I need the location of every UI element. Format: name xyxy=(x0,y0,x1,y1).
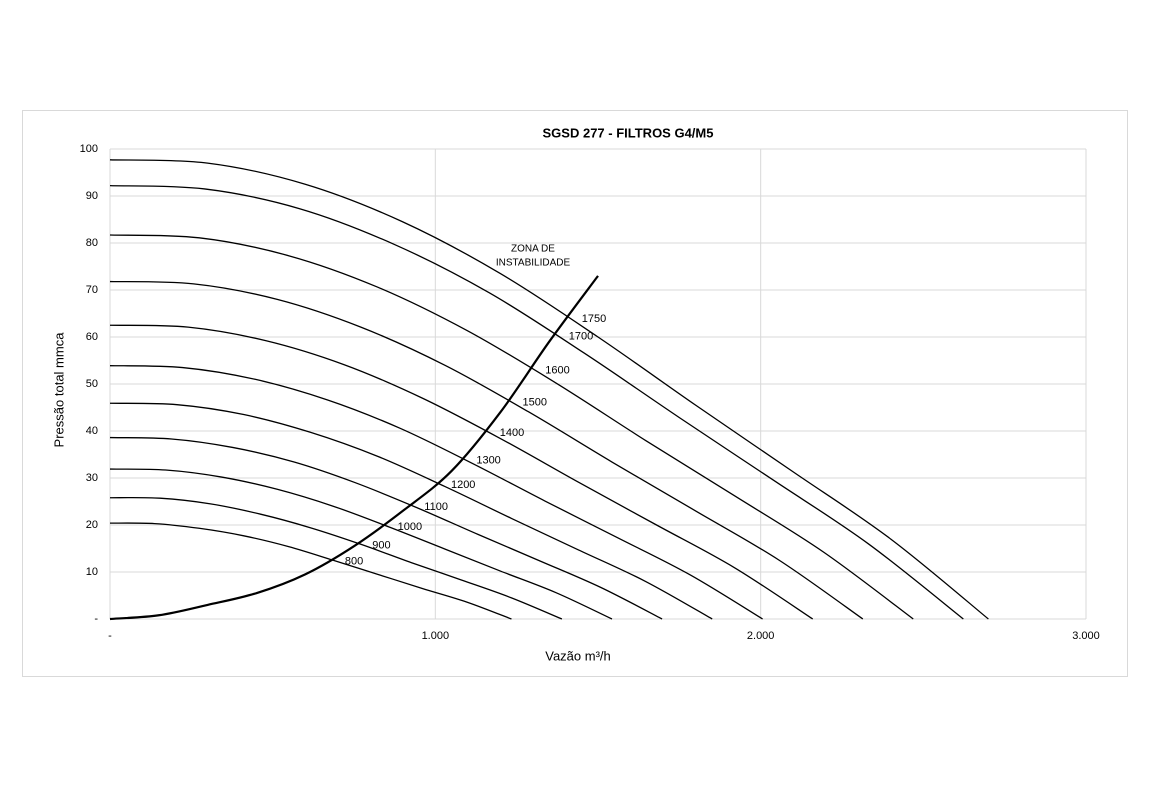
curve-label: 1500 xyxy=(523,397,547,409)
fan-curve xyxy=(109,280,864,620)
curve-label: 800 xyxy=(345,555,363,567)
fan-curve xyxy=(109,522,512,620)
fan-curve xyxy=(109,365,763,620)
y-tick-label: 50 xyxy=(86,378,98,390)
y-tick-label: 100 xyxy=(80,143,98,155)
fan-curve xyxy=(109,468,613,620)
instability-curve xyxy=(109,275,599,621)
fan-curve xyxy=(109,234,914,620)
annotation: INSTABILIDADE xyxy=(496,258,571,269)
y-axis-label: Pressão total mmca xyxy=(51,332,66,448)
x-axis-label: Vazão m³/h xyxy=(545,648,611,663)
x-tick-label: 2.000 xyxy=(747,630,775,642)
y-tick-label: 80 xyxy=(86,237,98,249)
curve-label: 1700 xyxy=(569,330,593,342)
x-tick-label: - xyxy=(108,630,112,642)
curve-label: 1600 xyxy=(545,364,569,376)
y-tick-label: 60 xyxy=(86,331,98,343)
y-tick-label: 30 xyxy=(86,472,98,484)
y-tick-label: 20 xyxy=(86,519,98,531)
curve-label: 1100 xyxy=(424,501,448,513)
y-tick-label: 40 xyxy=(86,425,98,437)
annotation: ZONA DE xyxy=(511,244,555,255)
curve-label: 1300 xyxy=(476,454,500,466)
x-tick-label: 1.000 xyxy=(422,630,450,642)
curve-label: 1400 xyxy=(500,427,524,439)
curve-label: 1750 xyxy=(582,313,606,325)
fan-curve xyxy=(109,402,713,620)
y-tick-label: 10 xyxy=(86,566,98,578)
curve-label: 1000 xyxy=(398,521,422,533)
y-tick-label: - xyxy=(94,613,98,625)
chart-frame xyxy=(22,110,1128,677)
fan-curve xyxy=(109,159,989,620)
curve-label: 900 xyxy=(372,539,390,551)
x-tick-label: 3.000 xyxy=(1072,630,1100,642)
y-tick-label: 70 xyxy=(86,284,98,296)
curve-label: 1200 xyxy=(451,479,475,491)
y-tick-label: 90 xyxy=(86,190,98,202)
fan-curve xyxy=(109,185,964,620)
chart-title: SGSD 277 - FILTROS G4/M5 xyxy=(543,125,714,140)
fan-curve xyxy=(109,324,814,620)
fan-curve xyxy=(109,436,663,620)
fan-curve xyxy=(109,496,563,620)
